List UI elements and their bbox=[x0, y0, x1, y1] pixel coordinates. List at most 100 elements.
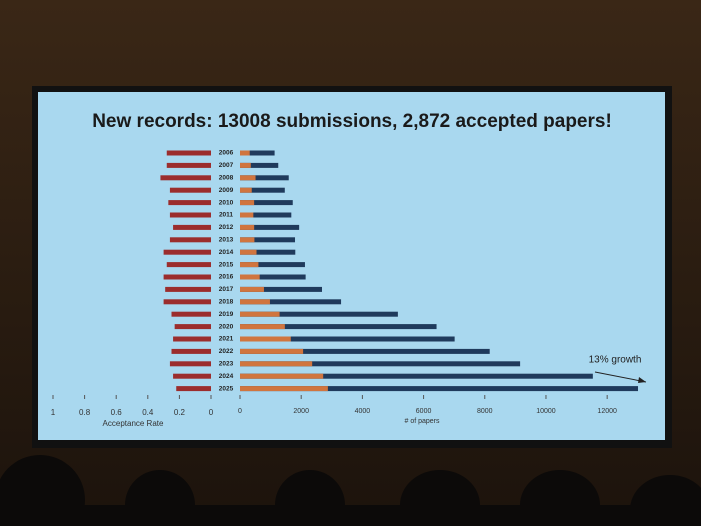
accepted-bar bbox=[240, 262, 259, 268]
accepted-bar bbox=[240, 348, 304, 354]
year-label: 2010 bbox=[219, 199, 234, 206]
year-label: 2017 bbox=[219, 286, 234, 293]
rate-axis-label: Acceptance Rate bbox=[103, 419, 164, 428]
submissions-bar bbox=[240, 262, 305, 268]
rate-bar bbox=[165, 286, 211, 292]
rate-bar bbox=[169, 361, 211, 367]
rate-bar bbox=[163, 299, 211, 305]
year-label: 2014 bbox=[219, 249, 234, 256]
arrow-head bbox=[638, 377, 646, 383]
rate-bar bbox=[173, 373, 211, 379]
rate-bar bbox=[169, 237, 211, 243]
year-label: 2015 bbox=[219, 261, 234, 268]
year-label: 2021 bbox=[219, 336, 234, 343]
year-label: 2025 bbox=[219, 385, 234, 392]
year-label: 2024 bbox=[219, 373, 234, 380]
accepted-bar bbox=[240, 386, 328, 392]
x-axis-label: # of papers bbox=[404, 418, 440, 425]
submissions-bar bbox=[240, 324, 437, 330]
rate-tick-label: 0.4 bbox=[142, 408, 154, 417]
accepted-bar bbox=[240, 249, 257, 255]
rate-tick-label: 1 bbox=[51, 408, 56, 417]
year-label: 2016 bbox=[219, 274, 234, 281]
accepted-bar bbox=[240, 224, 255, 230]
year-label: 2009 bbox=[219, 187, 234, 194]
submissions-bar bbox=[240, 162, 279, 168]
accepted-bar bbox=[240, 324, 285, 330]
rate-bar bbox=[174, 324, 211, 330]
accepted-bar bbox=[240, 237, 255, 243]
accepted-bar bbox=[240, 187, 252, 193]
accepted-bar bbox=[240, 373, 324, 379]
year-label: 2006 bbox=[219, 150, 234, 157]
year-label: 2008 bbox=[219, 175, 234, 182]
rate-bar bbox=[168, 200, 211, 206]
annotation: 13% growth bbox=[589, 355, 642, 366]
submissions-bar bbox=[240, 348, 490, 354]
crowd bbox=[0, 505, 701, 526]
accepted-bar bbox=[240, 175, 256, 181]
rate-bar bbox=[160, 175, 211, 181]
accepted-bar bbox=[240, 336, 291, 342]
rate-bar bbox=[163, 274, 211, 280]
annotation-arrow bbox=[594, 371, 647, 383]
submissions-bar bbox=[240, 336, 455, 342]
accepted-bar bbox=[240, 274, 260, 280]
accepted-bar bbox=[240, 150, 250, 156]
rate-bar bbox=[166, 150, 211, 156]
x-tick-label: 6000 bbox=[416, 408, 432, 415]
year-label: 2013 bbox=[219, 237, 234, 244]
rate-bar bbox=[176, 386, 211, 392]
accepted-bar bbox=[240, 286, 264, 292]
rate-bar bbox=[171, 348, 211, 354]
submissions-bar bbox=[240, 212, 292, 218]
accepted-bar bbox=[240, 361, 313, 367]
year-label: 2012 bbox=[219, 224, 234, 231]
x-tick-label: 8000 bbox=[477, 408, 493, 415]
x-tick-label: 0 bbox=[238, 408, 242, 415]
slide-title: New records: 13008 submissions, 2,872 ac… bbox=[92, 111, 612, 132]
rate-bar bbox=[173, 336, 211, 342]
x-tick-label: 4000 bbox=[355, 408, 371, 415]
year-label: 2020 bbox=[219, 323, 234, 330]
submissions-bar bbox=[240, 237, 296, 243]
year-label: 2011 bbox=[219, 212, 233, 219]
rate-bar bbox=[166, 162, 211, 168]
submissions-bar bbox=[240, 187, 285, 193]
submissions-bar bbox=[240, 361, 521, 367]
submissions-bar bbox=[240, 224, 300, 230]
submissions-bar bbox=[240, 299, 342, 305]
submissions-bar bbox=[240, 373, 593, 379]
slide bbox=[38, 92, 665, 440]
rate-tick-label: 0.6 bbox=[111, 408, 123, 417]
year-label: 2022 bbox=[219, 348, 234, 355]
submissions-bar bbox=[240, 200, 293, 206]
year-label: 2019 bbox=[219, 311, 234, 318]
rate-tick-label: 0 bbox=[209, 408, 214, 417]
accepted-bar bbox=[240, 311, 280, 317]
rate-bar bbox=[163, 249, 211, 255]
chart: 2006 2007 2008 2009 2010 2011 2012 2013 2014 2015… bbox=[51, 150, 647, 428]
accepted-bar bbox=[240, 299, 270, 305]
submissions-bar bbox=[240, 286, 322, 292]
submissions-bar bbox=[240, 274, 306, 280]
rate-bar bbox=[171, 311, 211, 317]
year-label: 2007 bbox=[219, 162, 234, 169]
rate-bar bbox=[169, 212, 211, 218]
accepted-bar bbox=[240, 162, 251, 168]
submissions-bar bbox=[240, 150, 275, 156]
x-tick-label: 2000 bbox=[293, 408, 309, 415]
submissions-bar bbox=[240, 249, 296, 255]
rate-bar bbox=[173, 224, 211, 230]
x-tick-label: 12000 bbox=[597, 408, 617, 415]
submissions-bar bbox=[240, 175, 289, 181]
rate-tick-label: 0.8 bbox=[79, 408, 91, 417]
accepted-bar bbox=[240, 212, 254, 218]
x-tick-label: 10000 bbox=[536, 408, 556, 415]
rate-bar bbox=[169, 187, 211, 193]
accepted-bar bbox=[240, 200, 255, 206]
year-label: 2018 bbox=[219, 299, 234, 306]
rate-bar bbox=[166, 262, 211, 268]
submissions-bar bbox=[240, 386, 639, 392]
